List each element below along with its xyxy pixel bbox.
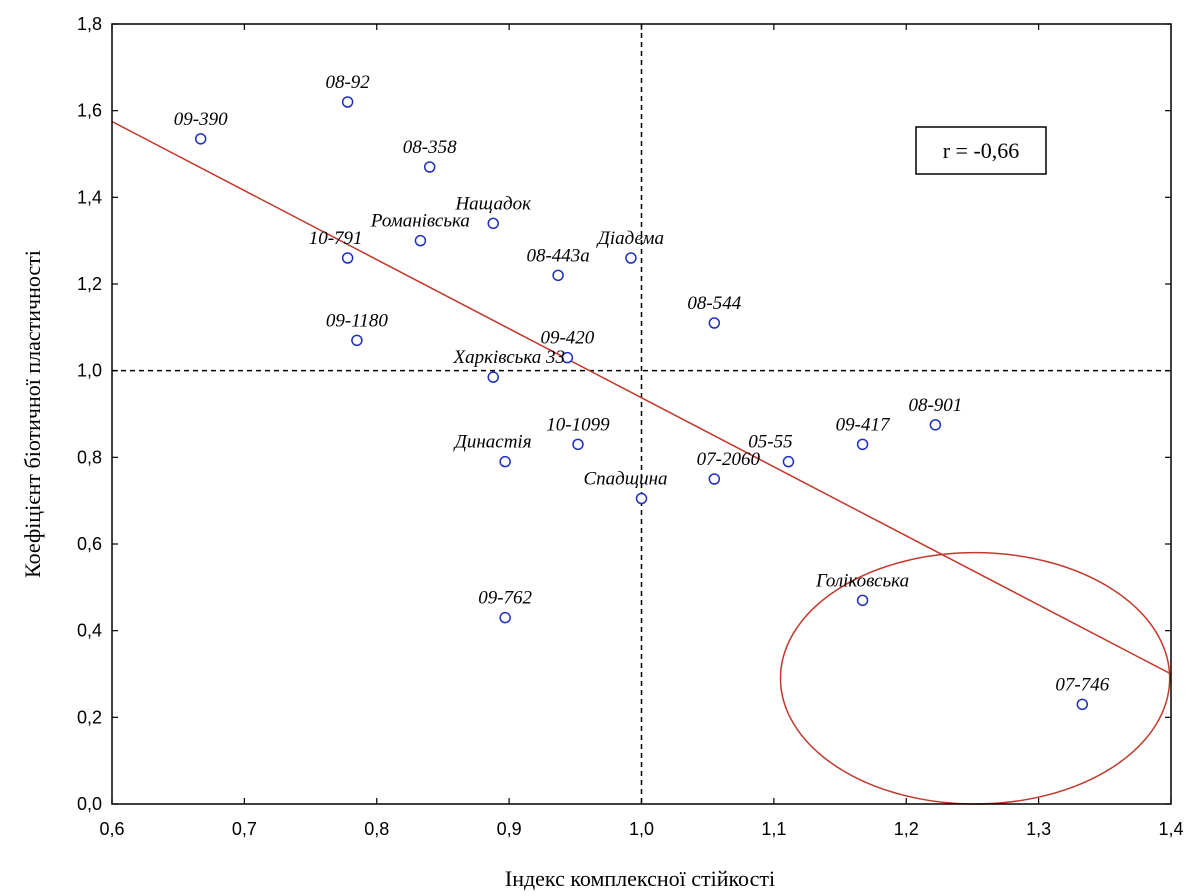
- x-tick-label: 1,1: [761, 819, 786, 839]
- y-tick-label: 1,2: [77, 274, 102, 294]
- data-point: [929, 419, 942, 431]
- x-tick-label: 0,6: [99, 819, 124, 839]
- y-tick-label: 1,0: [77, 361, 102, 381]
- y-tick-label: 0,8: [77, 447, 102, 467]
- point-label: 05-55: [748, 432, 792, 453]
- data-point: [856, 438, 869, 451]
- x-tick-label: 0,8: [364, 819, 389, 839]
- y-tick-label: 1,4: [77, 187, 102, 207]
- x-tick-label: 1,3: [1026, 819, 1051, 839]
- data-point: [341, 96, 354, 108]
- data-point: [351, 334, 363, 347]
- point-label: 09-420: [540, 328, 594, 349]
- point-label: 08-901: [908, 395, 962, 416]
- y-tick-label: 0,4: [77, 621, 102, 641]
- point-label: 08-544: [687, 293, 741, 314]
- x-axis-title: Індекс комплексної стійкості: [505, 866, 775, 891]
- point-label: 10-791: [309, 228, 363, 249]
- point-label: 09-762: [478, 588, 532, 609]
- point-label: 07-746: [1055, 674, 1109, 695]
- data-point: [625, 252, 637, 264]
- data-points: [194, 96, 1089, 711]
- point-label: Романівська: [370, 211, 470, 232]
- point-label: 09-417: [836, 414, 891, 435]
- regression-line: [111, 120, 1172, 675]
- point-label: Харківська 33: [452, 347, 565, 368]
- axis-ticks: 0,6 0,7 0,8 0,9 1,0 1,1 1,2 1,3 1,4 0,0 0,2 0,4 0,6 0…: [77, 14, 1184, 839]
- point-label: 08-358: [403, 137, 457, 158]
- correlation-box: [915, 126, 1047, 175]
- data-point: [414, 234, 427, 247]
- point-label: Спадщина: [583, 469, 667, 490]
- data-point: [499, 455, 511, 468]
- data-point: [572, 438, 584, 451]
- y-tick-label: 0,0: [77, 794, 102, 814]
- point-label: 07-2060: [697, 449, 761, 470]
- point-label: 08-443а: [526, 245, 589, 266]
- point-label: 10-1099: [546, 414, 610, 435]
- y-tick-label: 0,6: [77, 534, 102, 554]
- y-tick-label: 1,8: [77, 14, 102, 34]
- data-point: [423, 161, 436, 173]
- point-label: Діадема: [596, 228, 664, 249]
- data-point: [782, 455, 795, 468]
- data-point: [487, 371, 499, 383]
- x-tick-label: 0,9: [497, 819, 522, 839]
- point-label: 08-92: [325, 72, 370, 93]
- data-point: [1076, 698, 1089, 711]
- data-point: [708, 473, 721, 485]
- y-tick-label: 1,6: [77, 101, 102, 121]
- data-point: [487, 217, 499, 230]
- data-point: [552, 269, 564, 282]
- point-label: 09-390: [174, 109, 228, 130]
- reference-lines: [112, 24, 1171, 804]
- x-tick-label: 1,4: [1158, 819, 1183, 839]
- x-tick-label: 1,2: [894, 819, 919, 839]
- point-label: Голіковська: [815, 570, 909, 591]
- x-tick-label: 1,0: [629, 819, 654, 839]
- point-label: Династія: [453, 432, 532, 453]
- data-point: [194, 133, 207, 145]
- point-label: Нащадок: [454, 193, 532, 214]
- data-point: [856, 594, 869, 607]
- y-tick-label: 0,2: [77, 707, 102, 727]
- correlation-annotation: r = -0,66: [915, 126, 1047, 175]
- data-point: [708, 317, 721, 329]
- data-point: [341, 252, 354, 264]
- y-axis-title: Коефіцієнт біотичної пластичності: [20, 250, 45, 578]
- data-point: [635, 492, 648, 505]
- x-tick-label: 0,7: [232, 819, 257, 839]
- correlation-text: r = -0,66: [943, 138, 1020, 163]
- data-point: [499, 611, 511, 624]
- point-label: 09-1180: [326, 310, 388, 331]
- data-point: [561, 351, 574, 364]
